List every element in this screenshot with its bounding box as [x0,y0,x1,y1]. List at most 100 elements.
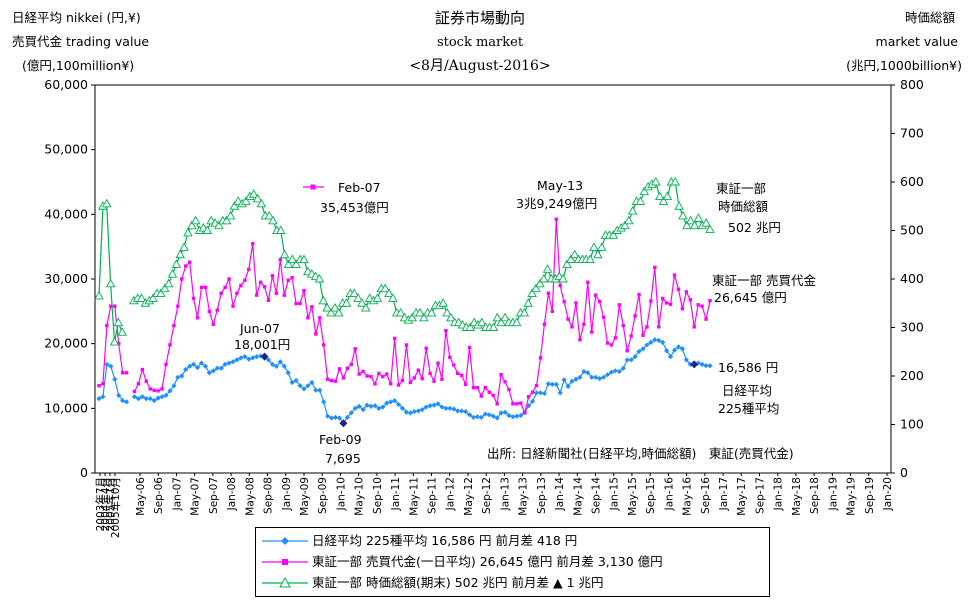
data-point [577,374,583,380]
data-point [353,347,357,351]
data-point [562,299,566,304]
data-point [558,273,568,283]
data-point [202,225,213,234]
data-point [337,367,342,371]
data-point [187,260,192,264]
data-point [507,387,511,392]
data-point [187,363,193,369]
data-point [470,414,477,420]
data-point [667,354,674,360]
data-point [384,288,394,297]
data-point [426,307,437,317]
data-point [164,362,168,367]
x-tick-label: May-17 [736,477,748,516]
data-point [644,342,650,348]
data-point [314,273,325,283]
data-point [211,322,216,326]
x-tick-label: Sep-07 [208,477,220,514]
data-point [140,367,145,372]
data-point [490,413,496,419]
data-point [519,307,530,317]
nikkei-end-label-2: 225種平均 [718,401,779,416]
data-point [675,344,682,350]
data-point [265,357,272,363]
data-point [325,413,331,419]
x-tick-label: Jan-12 [445,477,457,511]
data-point [578,338,582,342]
data-point [143,396,149,402]
data-point [168,343,172,347]
data-point [478,414,484,420]
data-point [624,357,630,363]
data-point [293,377,299,384]
right-tick-label: 500 [900,223,924,238]
data-point [574,301,578,305]
data-point [679,346,686,352]
data-point [380,404,386,410]
data-point [668,302,673,306]
data-point [318,316,322,320]
data-point [372,403,378,409]
data-point [298,301,302,306]
data-point [549,381,555,388]
data-point [604,372,611,378]
data-point [705,224,715,233]
data-point [159,394,165,400]
data-point [117,341,121,346]
data-point [258,280,263,284]
data-point [210,368,216,374]
data-point [499,373,503,377]
data-point [496,317,506,327]
data-point [268,215,278,225]
data-point [230,359,236,365]
source-note: 出所: 日経新聞社(日経平均,時価総額) 東証(売買代金) [487,446,794,461]
data-point [281,363,287,369]
data-point [446,312,456,322]
data-point [179,373,185,379]
data-point [600,374,607,380]
x-tick-label: Jan-17 [718,477,730,511]
data-point [229,201,240,210]
data-point [218,365,224,371]
data-point [231,304,235,308]
data-point [653,265,657,270]
x-tick-label: 2004年4月 [99,477,112,531]
data-point [703,363,709,369]
data-point [415,408,421,414]
data-point [357,372,361,376]
data-point [388,399,394,405]
data-point [562,259,572,268]
data-point [593,293,598,297]
x-tick-label: May-06 [135,477,147,516]
data-point [649,299,653,303]
data-point [207,309,212,314]
legend-marker-nikkei [262,537,308,545]
annotation-feb07-marker [310,184,316,190]
data-point [380,283,390,293]
data-point [466,412,473,418]
data-point [573,376,579,382]
x-tick-label: Sep-14 [590,477,602,514]
data-point [282,293,286,297]
data-point [377,371,381,376]
data-point [305,383,311,389]
data-point [557,390,563,396]
data-point [680,307,685,311]
right-axis-label-2: market value [876,34,959,49]
x-tick-label: May-12 [463,477,475,516]
data-point [465,322,476,331]
data-point [345,366,350,370]
data-point [553,381,559,388]
data-point [683,357,689,363]
data-point [117,327,127,336]
data-point [656,337,662,344]
left-axis-label-2: 売買代金 trading value [12,34,149,49]
data-point [104,361,110,367]
data-point [289,379,295,386]
data-point [689,220,700,230]
left-tick-label: 30,000 [44,271,88,286]
data-point [452,363,456,367]
data-point [427,403,433,409]
data-point [301,386,307,392]
